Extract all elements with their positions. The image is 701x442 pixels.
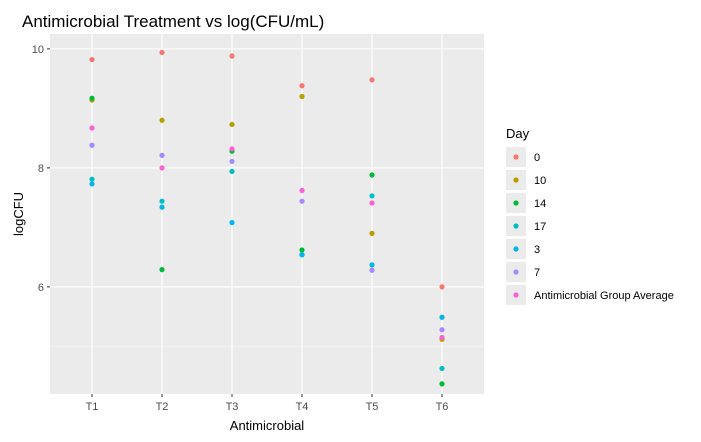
y-tick-label: 8 <box>38 163 44 175</box>
data-point <box>89 142 95 148</box>
data-point <box>89 125 95 131</box>
legend-marker <box>513 246 519 252</box>
data-point <box>229 121 235 128</box>
y-axis-title: logCFU <box>11 192 26 236</box>
legend-label: 17 <box>534 221 546 233</box>
data-point <box>229 146 235 152</box>
legend-marker <box>513 200 519 206</box>
legend-label: 0 <box>534 152 540 164</box>
data-point <box>439 314 445 320</box>
y-tick-label: 6 <box>38 282 44 294</box>
data-point <box>229 220 235 226</box>
x-tick-label: T4 <box>296 401 309 413</box>
data-point <box>439 327 445 333</box>
data-point <box>299 187 305 194</box>
data-point <box>159 152 165 158</box>
data-point <box>229 53 235 59</box>
x-tick-label: T1 <box>86 401 99 413</box>
data-point <box>229 158 235 164</box>
data-point <box>369 77 375 83</box>
data-points <box>89 49 445 387</box>
data-point <box>159 204 165 210</box>
legend-label: Antimicrobial Group Average <box>534 290 674 302</box>
data-point <box>89 181 95 187</box>
data-point <box>439 334 445 341</box>
data-point <box>369 172 375 178</box>
data-point <box>299 252 305 258</box>
data-point <box>439 381 445 387</box>
data-point <box>159 117 165 123</box>
legend-label: 7 <box>534 267 540 279</box>
data-point <box>89 56 95 63</box>
x-axis-title: Antimicrobial <box>230 418 305 433</box>
legend-title: Day <box>506 126 530 141</box>
data-point <box>159 198 165 204</box>
legend: Day 0 10 14 17 3 7 Antimicrobial Group Average <box>506 126 674 305</box>
chart-title: Antimicrobial Treatment vs log(CFU/mL) <box>22 12 324 31</box>
data-point <box>229 168 235 175</box>
x-axis: T1 T2 T3 T4 T5 T6 <box>86 394 449 413</box>
legend-marker <box>513 177 519 183</box>
legend-label: 10 <box>534 175 546 187</box>
data-point <box>159 165 165 171</box>
data-point <box>369 200 375 206</box>
x-tick-label: T6 <box>436 401 449 413</box>
data-point <box>89 176 95 182</box>
legend-marker <box>513 269 519 275</box>
y-tick-label: 10 <box>32 44 44 56</box>
data-point <box>369 267 375 273</box>
data-point <box>89 95 95 101</box>
data-point <box>299 247 305 253</box>
plot-panel <box>50 34 484 394</box>
x-tick-label: T2 <box>156 401 169 413</box>
legend-marker <box>513 223 519 229</box>
data-point <box>439 284 445 290</box>
x-tick-label: T3 <box>226 401 239 413</box>
data-point <box>299 93 305 100</box>
x-tick-label: T5 <box>366 401 379 413</box>
data-point <box>439 365 445 372</box>
y-axis: 6 8 10 <box>32 44 50 294</box>
legend-marker <box>513 154 519 160</box>
legend-label: 14 <box>534 198 546 210</box>
legend-label: 3 <box>534 244 540 256</box>
data-point <box>299 83 305 89</box>
data-point <box>299 198 305 204</box>
legend-marker <box>513 292 519 298</box>
data-point <box>369 193 375 199</box>
data-point <box>159 267 165 273</box>
data-point <box>369 230 375 236</box>
data-point <box>369 262 375 268</box>
data-point <box>159 49 165 56</box>
